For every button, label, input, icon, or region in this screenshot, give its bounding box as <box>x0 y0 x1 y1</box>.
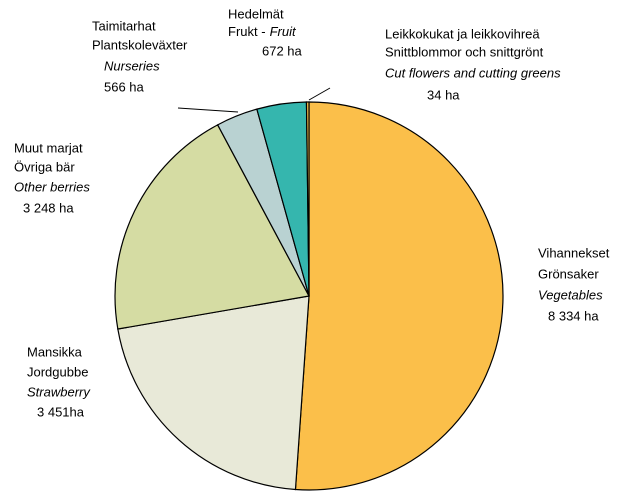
category-english: Cut flowers and cutting greens <box>385 65 561 80</box>
category-finnish: Taimitarhat <box>92 18 156 33</box>
category-finnish: Mansikka <box>27 344 83 359</box>
category-swedish: Plantskoleväxter <box>92 37 188 52</box>
value-label: 3 248 ha <box>23 200 74 215</box>
category-finnish: Hedelmät <box>228 6 284 21</box>
pie-slice <box>117 295 310 491</box>
value-label: 672 ha <box>262 43 303 58</box>
value-label: 34 ha <box>427 87 460 102</box>
value-label: 3 451ha <box>37 404 85 419</box>
category-english: Other berries <box>14 179 90 194</box>
category-english: Vegetables <box>538 287 603 302</box>
pie-slice <box>114 124 310 330</box>
pie-slice <box>305 101 310 297</box>
category-english: Nurseries <box>104 58 160 73</box>
category-swedish: Snittblommor och snittgrönt <box>385 44 544 59</box>
category-finnish: Vihannekset <box>538 245 610 260</box>
category-swedish: Övriga bär <box>14 159 75 174</box>
value-label: 8 334 ha <box>548 308 599 323</box>
category-swedish: Jordgubbe <box>27 364 88 379</box>
value-label: 566 ha <box>104 79 145 94</box>
category-english: Strawberry <box>27 384 91 399</box>
category-swedish: Grönsaker <box>538 266 599 281</box>
category-finnish: Muut marjat <box>14 140 83 155</box>
category-label: Frukt - Fruit <box>228 24 297 39</box>
leader-line <box>308 87 331 101</box>
pie-slice <box>294 101 504 491</box>
category-swedish: Frukt - <box>228 24 266 39</box>
category-finnish: Leikkokukat ja leikkovihreä <box>385 26 540 41</box>
category-english: Fruit <box>270 24 297 39</box>
leader-line <box>177 107 239 113</box>
